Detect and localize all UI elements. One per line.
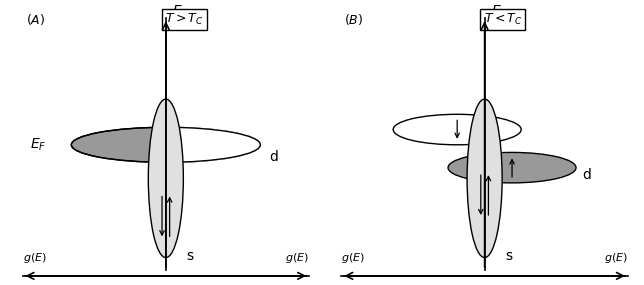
Ellipse shape (71, 127, 260, 162)
Text: s: s (186, 249, 194, 263)
Text: $g(E)$: $g(E)$ (23, 251, 46, 265)
Text: $g(E)$: $g(E)$ (341, 251, 365, 265)
Text: $g(E)$: $g(E)$ (285, 251, 309, 265)
Text: $T < T_C$: $T < T_C$ (484, 12, 522, 27)
Text: $g(E)$: $g(E)$ (604, 251, 628, 265)
Ellipse shape (393, 114, 521, 145)
Text: d: d (582, 168, 591, 182)
Text: $E$: $E$ (491, 4, 502, 18)
Polygon shape (166, 127, 260, 162)
Ellipse shape (148, 99, 184, 258)
Text: d: d (269, 150, 278, 164)
Ellipse shape (467, 99, 502, 258)
Text: $(A)$: $(A)$ (26, 12, 45, 27)
Ellipse shape (448, 152, 576, 183)
Text: $E$: $E$ (172, 4, 183, 18)
Text: $(B)$: $(B)$ (345, 12, 364, 27)
Text: $T > T_C$: $T > T_C$ (165, 12, 204, 27)
Text: s: s (505, 249, 513, 263)
Text: $E_F$: $E_F$ (30, 137, 47, 153)
